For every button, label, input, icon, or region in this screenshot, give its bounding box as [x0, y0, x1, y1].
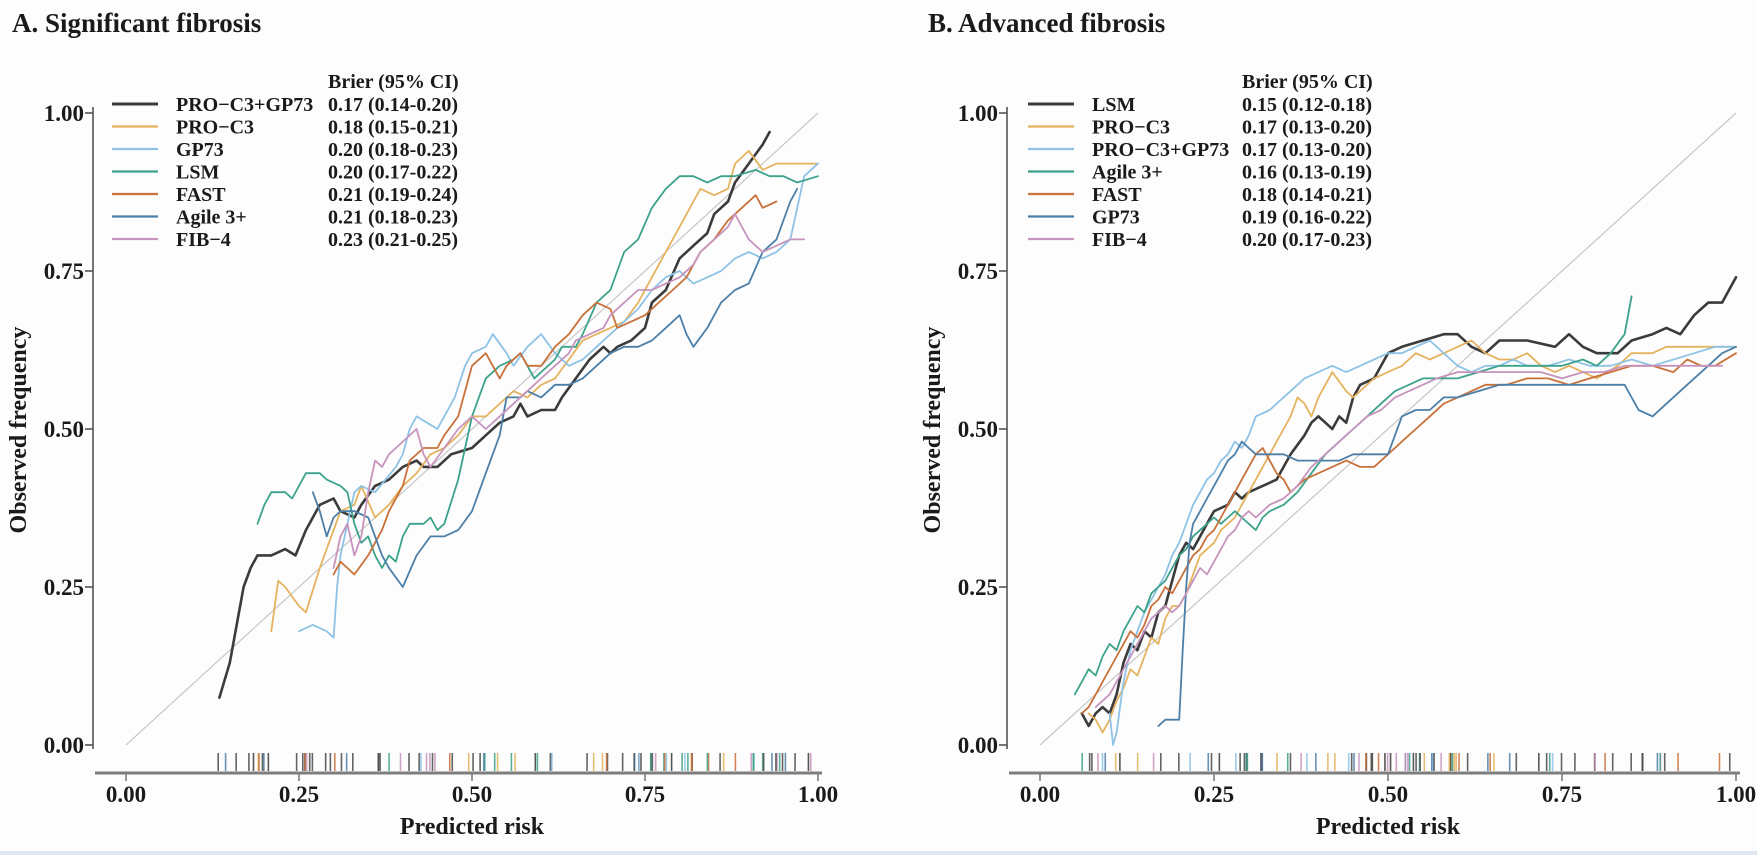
legend-label: PRO−C3	[176, 117, 254, 139]
diagonal-reference-line	[1039, 112, 1737, 746]
series-line-pro−c3	[1087, 339, 1737, 734]
bottom-edge-strip	[0, 851, 1757, 855]
panel-a-x-axis-title: Predicted risk	[400, 814, 545, 840]
x-tick-label: 0.50	[452, 782, 492, 807]
series-line-gp73	[298, 162, 819, 639]
y-tick-label: 0.75	[44, 259, 84, 284]
series-line-lsm	[1080, 275, 1738, 728]
x-tick-label: 0.00	[1020, 782, 1060, 807]
legend-value: 0.15 (0.12-0.18)	[1242, 94, 1372, 116]
legend-label: Agile 3+	[176, 207, 247, 229]
legend-value: 0.18 (0.15-0.21)	[328, 117, 458, 139]
legend-label: FIB−4	[1092, 229, 1147, 251]
y-tick-label: 0.75	[958, 259, 998, 284]
legend-value: 0.23 (0.21-0.25)	[328, 229, 458, 251]
series-line-fib−4	[332, 213, 806, 569]
legend-value: 0.21 (0.18-0.23)	[328, 207, 458, 229]
series-line-agile-3+	[1073, 295, 1633, 696]
x-tick-label: 0.50	[1368, 782, 1408, 807]
x-tick-label: 0.25	[1194, 782, 1234, 807]
legend-value: 0.20 (0.18-0.23)	[328, 139, 458, 161]
panel-b: B. Advanced fibrosis Observed frequency …	[920, 8, 1756, 840]
y-tick-label: 0.00	[44, 733, 84, 758]
series-line-pro−c3+gp73	[1108, 339, 1737, 746]
y-tick-label: 0.50	[44, 417, 84, 442]
panel-a-y-axis-title: Observed frequency	[6, 327, 32, 534]
legend-value: 0.17 (0.14-0.20)	[328, 94, 458, 116]
legend-label: FIB−4	[176, 229, 231, 251]
panel-a-dynamic: 1.00 0.75 0.50 0.25 0.00 0.00 0.25 0.50 0.75 1.00…	[44, 94, 838, 807]
legend-label: LSM	[176, 162, 219, 184]
panel-a-title: A. Significant fibrosis	[12, 8, 261, 38]
legend-value: 0.17 (0.13-0.20)	[1242, 117, 1372, 139]
y-tick-label: 1.00	[44, 101, 84, 126]
panel-b-x-axis-title: Predicted risk	[1316, 814, 1461, 840]
legend-value: 0.20 (0.17-0.22)	[328, 162, 458, 184]
panel-b-y-axis-title: Observed frequency	[920, 327, 946, 534]
legend-label: Agile 3+	[1092, 162, 1163, 184]
panel-b-legend-header: Brier (95% CI)	[1242, 71, 1373, 93]
x-tick-label: 1.00	[798, 782, 838, 807]
legend-value: 0.19 (0.16-0.22)	[1242, 207, 1372, 229]
y-tick-label: 1.00	[958, 101, 998, 126]
series-line-fast	[1080, 352, 1737, 715]
panel-a-legend-header: Brier (95% CI)	[328, 71, 459, 93]
y-tick-label: 0.00	[958, 733, 998, 758]
series-line-fib−4	[1094, 364, 1723, 708]
legend-label: GP73	[1092, 207, 1140, 229]
diagonal-reference-line	[125, 112, 819, 746]
legend-value: 0.20 (0.17-0.23)	[1242, 229, 1372, 251]
series-line-pro−c3+gp73	[218, 130, 771, 699]
legend-label: PRO−C3+GP73	[1092, 139, 1229, 161]
legend-value: 0.16 (0.13-0.19)	[1242, 162, 1372, 184]
x-tick-label: 0.25	[279, 782, 319, 807]
legend-value: 0.18 (0.14-0.21)	[1242, 184, 1372, 206]
x-tick-label: 0.75	[625, 782, 665, 807]
x-tick-label: 1.00	[1716, 782, 1756, 807]
panel-b-title: B. Advanced fibrosis	[928, 8, 1165, 38]
legend-label: LSM	[1092, 94, 1135, 116]
y-tick-label: 0.25	[958, 575, 998, 600]
legend-label: PRO−C3+GP73	[176, 94, 313, 116]
y-tick-label: 0.50	[958, 417, 998, 442]
legend-label: FAST	[1092, 184, 1142, 206]
legend-value: 0.17 (0.13-0.20)	[1242, 139, 1372, 161]
series-line-gp73	[1157, 345, 1737, 727]
panel-a: A. Significant fibrosis Observed frequen…	[6, 8, 838, 840]
x-tick-label: 0.00	[106, 782, 146, 807]
legend-label: GP73	[176, 139, 224, 161]
legend-value: 0.21 (0.19-0.24)	[328, 184, 458, 206]
x-tick-label: 0.75	[1542, 782, 1582, 807]
y-tick-label: 0.25	[44, 575, 84, 600]
series-line-agile-3+	[311, 187, 799, 588]
series-line-lsm	[256, 168, 819, 569]
panel-b-dynamic: 1.00 0.75 0.50 0.25 0.00 0.00 0.25 0.50 0.75 1.00…	[958, 94, 1756, 807]
legend-label: FAST	[176, 184, 226, 206]
legend-label: PRO−C3	[1092, 117, 1170, 139]
